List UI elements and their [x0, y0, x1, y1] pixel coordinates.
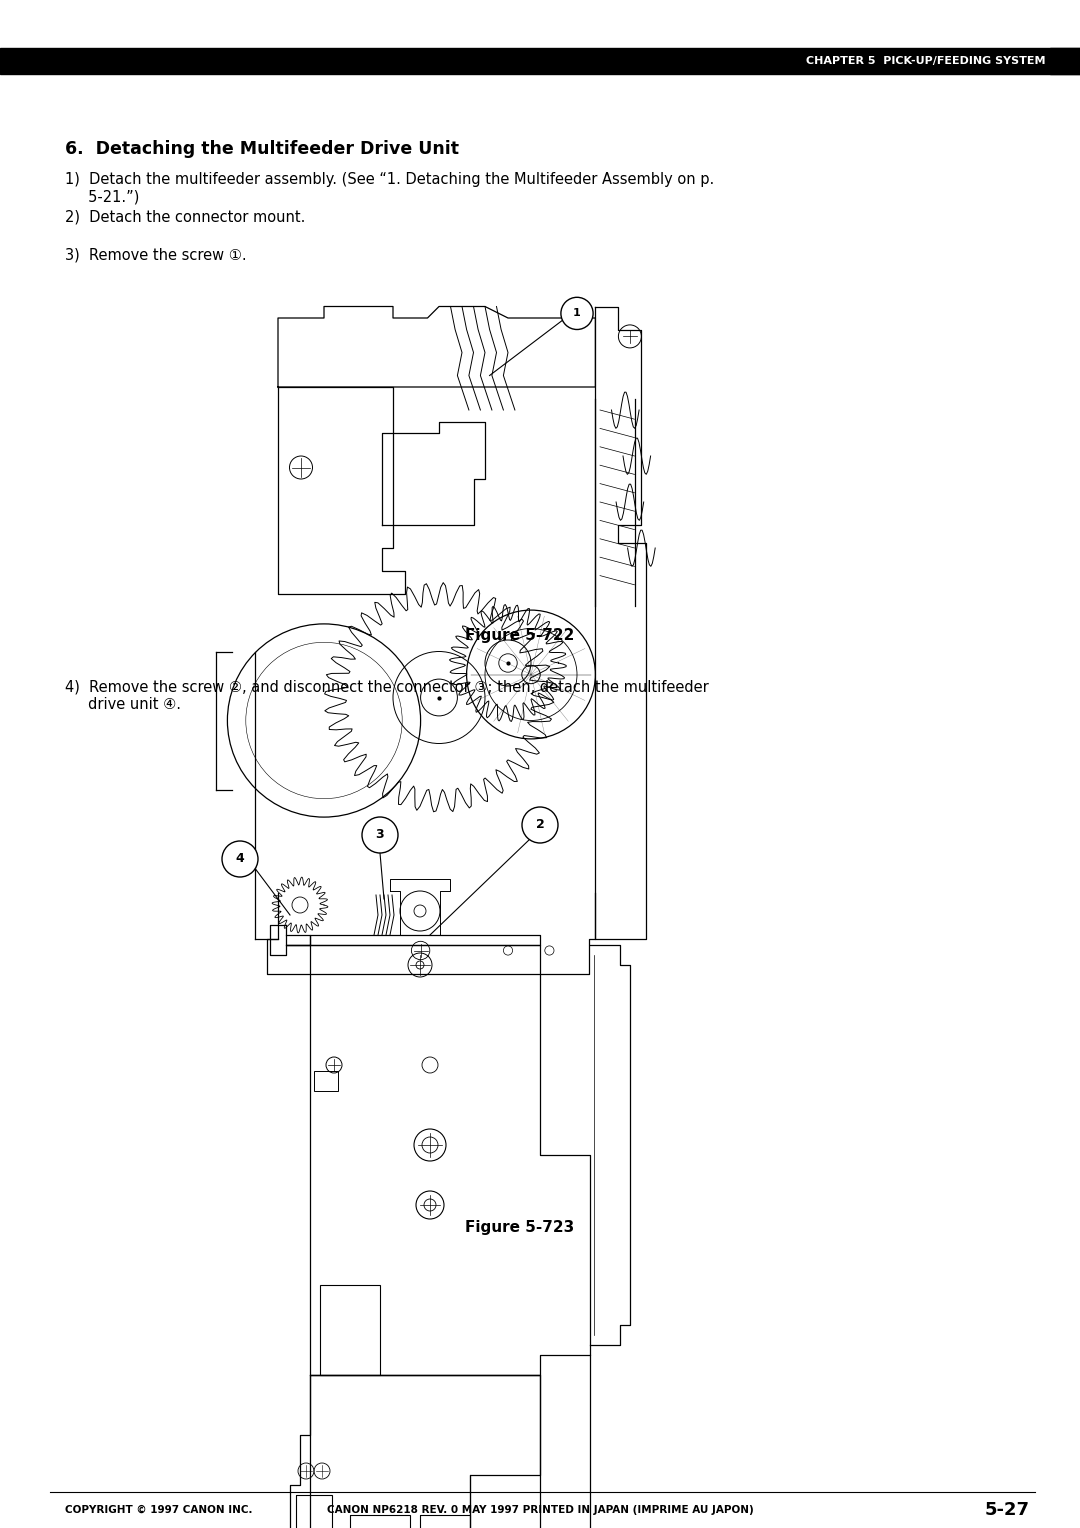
Bar — [320, 1285, 380, 1375]
Text: COPYRIGHT © 1997 CANON INC.: COPYRIGHT © 1997 CANON INC. — [65, 1505, 253, 1514]
Bar — [1050, 47, 1080, 73]
Text: Figure 5-723: Figure 5-723 — [465, 1219, 575, 1235]
Bar — [0, 47, 1080, 73]
Bar — [296, 1494, 332, 1528]
Text: 4)  Remove the screw ②, and disconnect the connector ③; then, detach the multife: 4) Remove the screw ②, and disconnect th… — [65, 680, 708, 712]
Text: 4: 4 — [235, 853, 244, 865]
Text: 3: 3 — [376, 828, 384, 842]
Bar — [314, 1071, 338, 1091]
Text: 1: 1 — [573, 309, 581, 318]
Circle shape — [522, 807, 558, 843]
Text: 2: 2 — [536, 819, 544, 831]
Bar — [350, 1514, 410, 1528]
Text: Figure 5-722: Figure 5-722 — [465, 628, 575, 643]
Text: 2)  Detach the connector mount.: 2) Detach the connector mount. — [65, 209, 306, 225]
Bar — [420, 1514, 470, 1528]
Circle shape — [362, 817, 399, 853]
Text: 5-27: 5-27 — [985, 1500, 1030, 1519]
Circle shape — [561, 298, 593, 330]
Text: CHAPTER 5  PICK-UP/FEEDING SYSTEM: CHAPTER 5 PICK-UP/FEEDING SYSTEM — [806, 57, 1045, 66]
Text: 3)  Remove the screw ①.: 3) Remove the screw ①. — [65, 248, 246, 263]
Text: 1)  Detach the multifeeder assembly. (See “1. Detaching the Multifeeder Assembly: 1) Detach the multifeeder assembly. (See… — [65, 173, 714, 205]
Circle shape — [222, 840, 258, 877]
Text: 6.  Detaching the Multifeeder Drive Unit: 6. Detaching the Multifeeder Drive Unit — [65, 141, 459, 157]
Text: CANON NP6218 REV. 0 MAY 1997 PRINTED IN JAPAN (IMPRIME AU JAPON): CANON NP6218 REV. 0 MAY 1997 PRINTED IN … — [326, 1505, 754, 1514]
Bar — [310, 1375, 540, 1528]
